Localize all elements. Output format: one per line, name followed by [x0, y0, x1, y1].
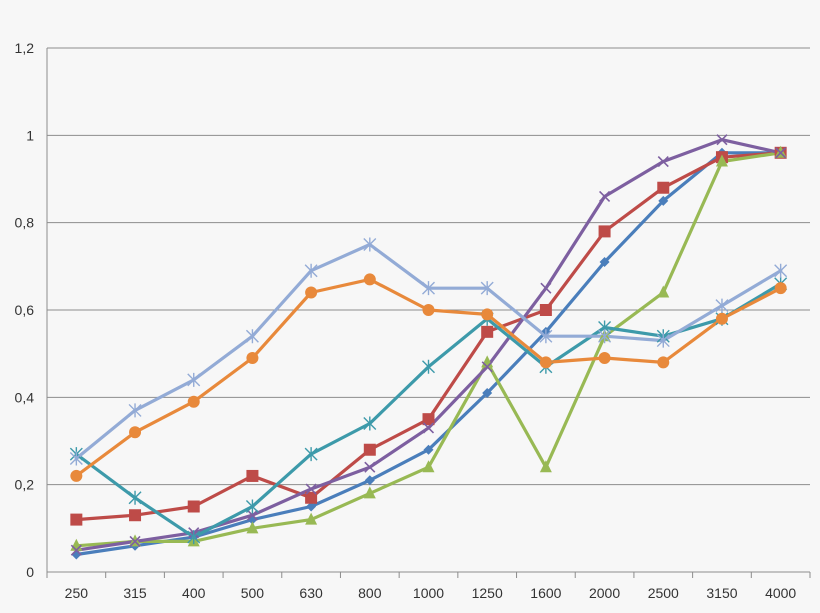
y-tick-label: 0,2 — [15, 477, 35, 493]
data-point — [598, 352, 611, 365]
data-point — [657, 285, 670, 298]
data-point — [774, 263, 788, 278]
y-tick-label: 0,4 — [15, 389, 35, 405]
y-tick-label: 0,6 — [15, 302, 35, 318]
y-tick-label: 1 — [26, 127, 34, 143]
data-point — [774, 282, 787, 295]
data-point — [304, 447, 318, 462]
y-axis-tick-labels: 0 0,2 0,4 0,6 0,8 1 1,2 — [15, 40, 35, 580]
data-point — [129, 426, 142, 439]
data-point — [70, 544, 82, 556]
y-tick-label: 0,8 — [15, 215, 35, 231]
series-line-5 — [74, 282, 783, 539]
data-point — [480, 281, 494, 296]
data-point — [128, 490, 142, 505]
gridlines — [46, 47, 811, 578]
data-point — [305, 491, 318, 504]
data-point — [539, 304, 552, 316]
data-point — [715, 312, 728, 325]
x-tick-label: 3150 — [706, 585, 737, 601]
x-tick-label: 4000 — [765, 585, 796, 601]
data-point — [129, 509, 142, 522]
x-tick-label: 315 — [123, 585, 147, 601]
data-point — [598, 225, 611, 238]
data-point — [363, 273, 376, 286]
x-tick-label: 500 — [241, 585, 265, 601]
data-point — [599, 190, 611, 203]
series-line-3 — [74, 151, 783, 548]
data-point — [246, 521, 259, 534]
data-point — [481, 308, 494, 321]
x-tick-label: 400 — [182, 585, 206, 601]
data-point — [246, 352, 259, 365]
data-point — [482, 387, 493, 398]
data-point — [775, 147, 787, 159]
data-point — [657, 181, 670, 194]
data-point — [422, 460, 435, 473]
data-point — [187, 372, 201, 387]
data-point — [715, 154, 728, 167]
x-axis-tick-labels: 250 315 400 500 630 800 1000 1250 1600 2000 2500 31… — [65, 585, 797, 601]
data-point — [70, 513, 83, 526]
x-tick-label: 250 — [65, 585, 89, 601]
data-point — [716, 134, 728, 146]
x-tick-label: 1250 — [472, 585, 503, 601]
data-point — [539, 329, 553, 344]
data-point — [540, 282, 552, 294]
data-point — [539, 356, 552, 369]
data-point — [423, 444, 434, 455]
x-tick-label: 630 — [299, 585, 323, 601]
data-point — [245, 329, 259, 344]
x-tick-label: 2500 — [648, 585, 679, 601]
data-point — [187, 530, 201, 545]
x-tick-label: 1000 — [413, 585, 444, 601]
y-tick-label: 1,2 — [15, 40, 35, 56]
data-point — [599, 256, 610, 267]
data-point — [246, 469, 259, 482]
data-point — [70, 469, 83, 482]
x-tick-label: 800 — [358, 585, 382, 601]
x-tick-label: 2000 — [589, 585, 620, 601]
data-point — [422, 281, 435, 296]
data-point — [364, 475, 375, 486]
data-point — [481, 325, 494, 338]
data-point — [364, 461, 376, 473]
data-point — [245, 499, 259, 514]
data-point — [715, 298, 729, 313]
data-point — [304, 263, 318, 278]
data-point — [363, 443, 376, 456]
data-point — [422, 422, 435, 434]
data-point — [363, 486, 376, 499]
data-point — [306, 501, 317, 512]
data-point — [598, 329, 612, 344]
data-point — [128, 403, 142, 418]
data-point — [129, 535, 141, 547]
data-point — [539, 460, 552, 473]
data-point — [305, 483, 317, 495]
data-point — [658, 195, 669, 206]
data-point — [187, 500, 200, 513]
data-point — [187, 395, 200, 408]
data-point — [656, 333, 670, 348]
data-point — [305, 512, 318, 525]
data-point — [481, 361, 493, 373]
series-markers — [69, 134, 788, 560]
data-point — [422, 413, 435, 426]
series-line-4 — [74, 138, 783, 552]
y-tick-label: 0 — [26, 564, 34, 580]
data-point — [363, 416, 377, 431]
data-point — [246, 509, 258, 521]
x-tick-label: 1600 — [530, 585, 561, 601]
data-point — [363, 237, 377, 252]
data-point — [657, 356, 670, 369]
data-point — [422, 304, 435, 316]
data-point — [69, 451, 83, 466]
data-point — [422, 359, 435, 374]
data-point — [305, 286, 318, 299]
series-lines — [74, 138, 783, 557]
data-point — [657, 155, 669, 168]
